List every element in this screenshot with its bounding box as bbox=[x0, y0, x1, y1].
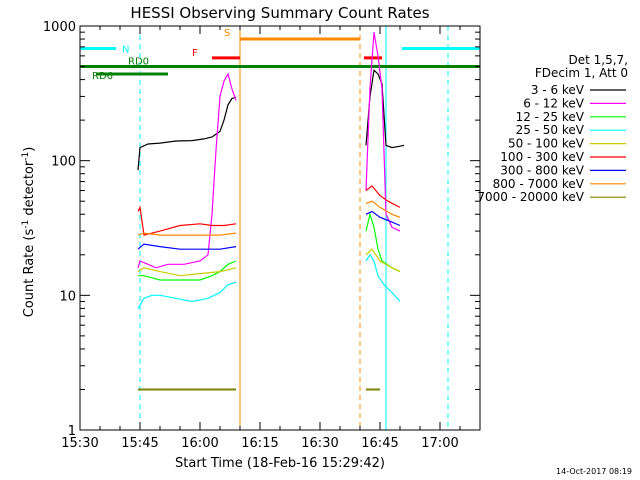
y-axis-label-sup1: -1 bbox=[21, 220, 31, 229]
chart-title: HESSI Observing Summary Count Rates bbox=[130, 4, 429, 22]
legend-label-7: 800 - 7000 keV bbox=[493, 177, 585, 191]
legend-label-8: 7000 - 20000 keV bbox=[477, 190, 584, 204]
x-tick-label-4: 16:30 bbox=[301, 436, 338, 451]
flag-label-f: F bbox=[192, 48, 198, 59]
x-tick-label-0: 15:30 bbox=[61, 436, 98, 451]
series-line-6-1 bbox=[365, 210, 401, 227]
series-line-3-1 bbox=[365, 253, 401, 302]
x-tick-label-6: 17:00 bbox=[421, 436, 458, 451]
legend-label-0: 3 - 6 keV bbox=[531, 83, 585, 97]
series-line-3-0 bbox=[137, 281, 237, 309]
series-layer bbox=[137, 32, 405, 391]
legend-label-5: 100 - 300 keV bbox=[500, 150, 584, 164]
flag-label-s: S bbox=[224, 28, 230, 39]
legend-label-3: 25 - 50 keV bbox=[516, 123, 585, 137]
series-line-1-1 bbox=[365, 32, 401, 232]
legend-label-1: 6 - 12 keV bbox=[523, 96, 585, 110]
y-axis-label-sup2: -1 bbox=[21, 152, 31, 161]
series-line-4-1 bbox=[365, 248, 401, 273]
x-tick-label-2: 16:00 bbox=[181, 436, 218, 451]
x-axis-label: Start Time (18-Feb-16 15:29:42) bbox=[175, 456, 385, 471]
series-line-1-0 bbox=[137, 72, 237, 269]
y-axis-label: Count Rate (s-1 detector-1) bbox=[21, 147, 37, 318]
y-tick-label-3: 1000 bbox=[43, 20, 76, 35]
legend-label-2: 12 - 25 keV bbox=[516, 110, 585, 124]
y-axis-label-end: ) bbox=[22, 147, 37, 152]
series-line-0-1 bbox=[365, 68, 405, 149]
series-line-6-0 bbox=[137, 243, 237, 250]
legend-header-1: Det 1,5,7, bbox=[569, 53, 629, 67]
timestamp: 14-Oct-2017 08:19 bbox=[556, 467, 632, 476]
y-tick-label-2: 100 bbox=[51, 155, 76, 170]
flag-label-rd6: RD6 bbox=[92, 71, 113, 82]
flag-label-n: N bbox=[122, 45, 129, 56]
series-line-4-0 bbox=[137, 267, 237, 277]
x-tick-label-5: 16:45 bbox=[361, 436, 398, 451]
x-tick-label-3: 16:15 bbox=[241, 436, 278, 451]
axes-layer: 15:30 15:45 16:00 16:15 16:30 16:45 17:00 1 10 10… bbox=[43, 20, 481, 451]
legend-label-6: 300 - 800 keV bbox=[500, 163, 584, 177]
series-line-7-1 bbox=[365, 200, 401, 218]
series-line-2-0 bbox=[138, 260, 237, 281]
series-line-0-0 bbox=[137, 96, 237, 171]
x-tick-label-1: 15:45 bbox=[121, 436, 158, 451]
series-line-5-0 bbox=[137, 205, 237, 236]
overlay-layer: N S F RD0 RD6 bbox=[80, 26, 480, 430]
flag-label-rd0: RD0 bbox=[128, 57, 149, 68]
series-line-5-1 bbox=[365, 185, 401, 208]
y-axis-label-mid: detector bbox=[22, 160, 37, 220]
series-line-7-0 bbox=[137, 232, 237, 236]
y-tick-label-0: 1 bbox=[68, 424, 76, 439]
y-axis-label-main: Count Rate (s bbox=[22, 229, 37, 318]
legend-header-2: FDecim 1, Att 0 bbox=[535, 66, 628, 80]
y-tick-label-1: 10 bbox=[59, 289, 76, 304]
legend-label-4: 50 - 100 keV bbox=[508, 137, 585, 151]
